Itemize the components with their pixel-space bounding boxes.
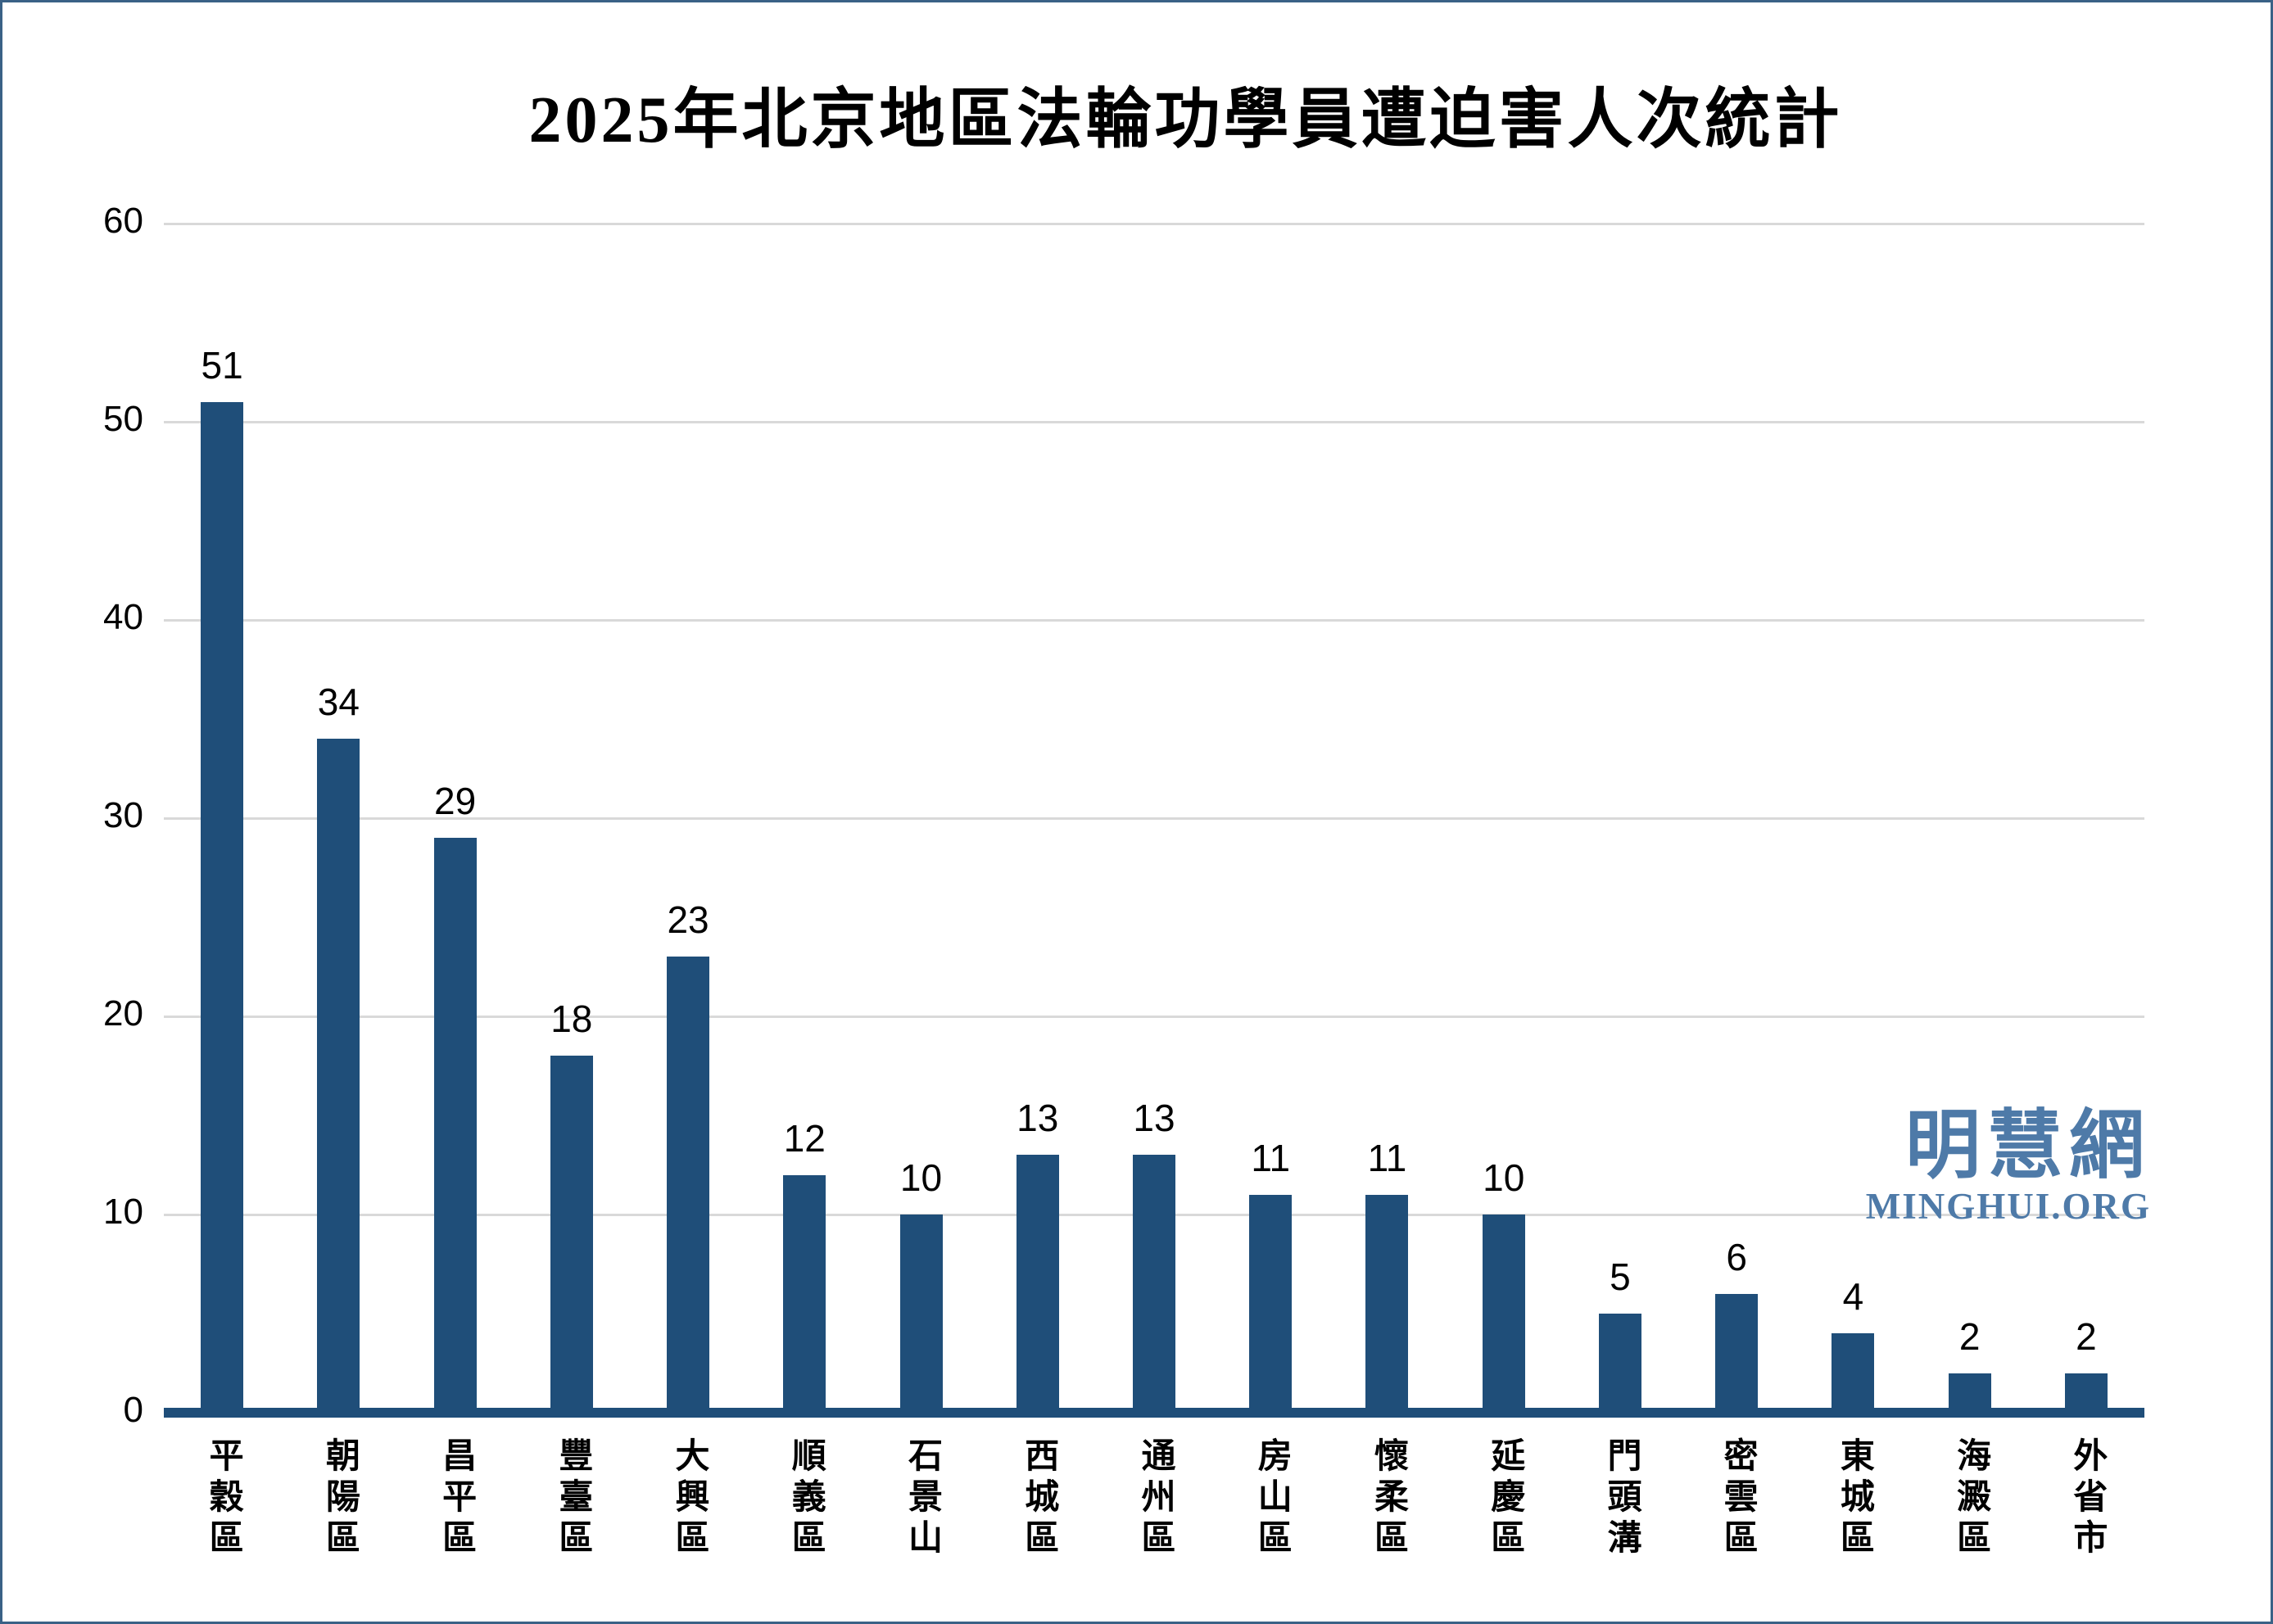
bar-密雲區 xyxy=(1715,1293,1759,1413)
gridline-40 xyxy=(164,619,2144,622)
bar-value-label: 29 xyxy=(433,780,477,823)
bar-昌平區 xyxy=(433,838,477,1413)
bar-value-label: 13 xyxy=(1017,1097,1059,1140)
bar-大興區 xyxy=(667,957,710,1413)
bar-value-label: 6 xyxy=(1726,1235,1747,1278)
y-axis-tick-label: 40 xyxy=(103,597,143,637)
bar-value-label: 12 xyxy=(783,1116,826,1160)
bar-懷柔區 xyxy=(1365,1194,1409,1413)
x-axis-label: 平穀區 xyxy=(204,1437,242,1560)
bar-門頭溝 xyxy=(1598,1314,1641,1413)
bar-value-label: 11 xyxy=(1251,1136,1291,1179)
x-axis-label: 西城區 xyxy=(1019,1437,1057,1560)
bar-順義區 xyxy=(783,1174,826,1413)
x-axis-label: 通州區 xyxy=(1136,1437,1174,1560)
x-axis-label: 海澱區 xyxy=(1951,1437,1990,1560)
x-axis-label: 房山區 xyxy=(1252,1437,1291,1560)
bar-value-label: 23 xyxy=(667,898,709,942)
bar-西城區 xyxy=(1016,1155,1059,1413)
minghui-logo-latin: MINGHUI.ORG xyxy=(1865,1186,2151,1227)
gridline-50 xyxy=(164,421,2144,423)
minghui-logo-cjk: 明慧網 xyxy=(1904,1104,2151,1187)
y-axis-tick-label: 50 xyxy=(103,399,143,439)
x-axis-label: 朝陽區 xyxy=(320,1437,359,1560)
bar-value-label: 11 xyxy=(1367,1136,1407,1179)
bar-朝陽區 xyxy=(317,739,360,1413)
x-axis-label: 外省市 xyxy=(2067,1437,2106,1560)
y-axis-tick-label: 10 xyxy=(103,1192,143,1232)
bar-房山區 xyxy=(1249,1194,1293,1413)
x-axis-label: 東城區 xyxy=(1835,1437,1873,1560)
bar-value-label: 5 xyxy=(1610,1255,1631,1298)
x-axis-label: 豐臺區 xyxy=(553,1437,591,1560)
bar-東城區 xyxy=(1832,1333,1875,1413)
bar-延慶區 xyxy=(1482,1215,1525,1413)
bar-value-label: 51 xyxy=(201,343,243,387)
x-axis-label: 順義區 xyxy=(786,1437,825,1560)
x-axis-line xyxy=(164,1408,2144,1418)
gridline-60 xyxy=(164,223,2144,225)
chart-title: 2025年北京地區法輪功學員遭迫害人次統計 xyxy=(528,84,1843,156)
bar-value-label: 10 xyxy=(1483,1156,1525,1199)
y-axis-tick-label: 20 xyxy=(103,993,143,1034)
y-axis-tick-label: 0 xyxy=(123,1390,143,1430)
bar-石景山 xyxy=(899,1215,943,1413)
bar-value-label: 2 xyxy=(2076,1314,2097,1358)
bar-豐臺區 xyxy=(550,1056,593,1413)
bar-value-label: 10 xyxy=(899,1156,943,1199)
gridline-30 xyxy=(164,817,2144,820)
x-axis-label: 懷柔區 xyxy=(1369,1437,1407,1560)
x-axis-label: 昌平區 xyxy=(437,1437,475,1560)
gridline-20 xyxy=(164,1016,2144,1018)
bar-平穀區 xyxy=(201,401,244,1413)
x-axis-label: 門頭溝 xyxy=(1601,1437,1640,1560)
x-axis-label: 延慶區 xyxy=(1485,1437,1524,1560)
x-axis-label: 石景山 xyxy=(903,1437,941,1560)
bar-海澱區 xyxy=(1948,1373,1991,1413)
x-axis-label: 大興區 xyxy=(670,1437,709,1560)
y-axis-tick-label: 60 xyxy=(103,201,143,241)
x-axis-label: 密雲區 xyxy=(1718,1437,1757,1560)
bar-外省市 xyxy=(2064,1373,2108,1413)
bar-通州區 xyxy=(1133,1155,1175,1413)
bar-value-label: 2 xyxy=(1958,1314,1981,1358)
minghui-watermark: 明慧網 MINGHUI.ORG xyxy=(1866,1108,2151,1225)
bar-value-label: 13 xyxy=(1133,1097,1175,1140)
bar-value-label: 34 xyxy=(317,681,360,724)
bar-value-label: 4 xyxy=(1842,1275,1864,1319)
plot-area: 明慧網 MINGHUI.ORG 51 34 29 18 23 12 10 13 13 11 11 10… xyxy=(164,223,2149,1418)
bar-value-label: 18 xyxy=(550,997,593,1041)
y-axis-tick-label: 30 xyxy=(103,795,143,835)
